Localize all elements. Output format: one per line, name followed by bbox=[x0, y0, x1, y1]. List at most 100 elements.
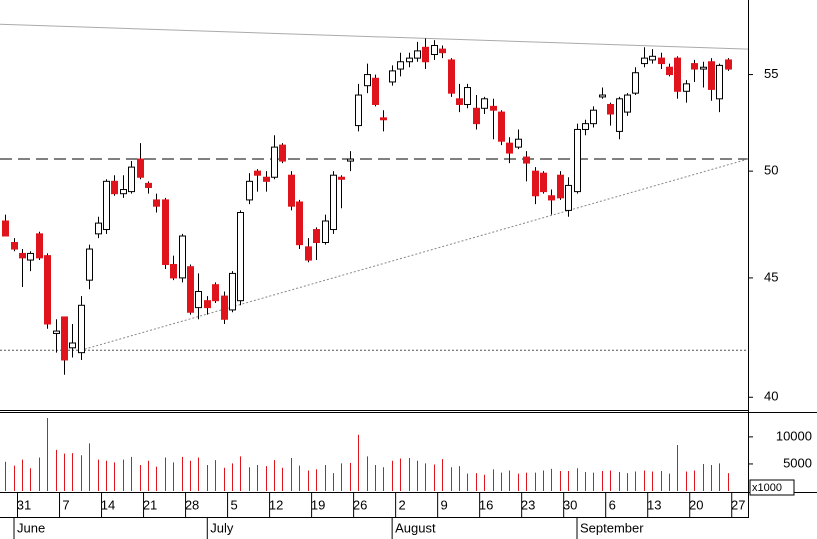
candle-body bbox=[397, 61, 404, 70]
candle-body bbox=[271, 146, 278, 178]
candle-body bbox=[153, 199, 160, 207]
x-tick-label: 5 bbox=[230, 497, 237, 512]
x-tick-label: 9 bbox=[441, 497, 448, 512]
x-tick-label: 23 bbox=[521, 497, 535, 512]
candle-body bbox=[2, 220, 9, 237]
candle-body bbox=[725, 59, 732, 70]
candle-body bbox=[607, 103, 614, 115]
unit-box bbox=[749, 479, 795, 496]
candle-body bbox=[448, 59, 455, 94]
candle-body bbox=[658, 57, 665, 65]
candle-body bbox=[229, 272, 236, 311]
candle-body bbox=[11, 242, 18, 250]
candle-body bbox=[532, 170, 539, 197]
candle-body bbox=[700, 66, 707, 70]
candle-body bbox=[406, 57, 413, 63]
candle-body bbox=[111, 180, 118, 195]
x-tick-label: 16 bbox=[479, 497, 493, 512]
candle-body bbox=[313, 229, 320, 244]
candle-body bbox=[338, 176, 345, 180]
candle-body bbox=[296, 201, 303, 246]
y-tick-label: 55 bbox=[764, 66, 778, 81]
x-tick-label: 21 bbox=[143, 497, 157, 512]
candle-body bbox=[347, 158, 354, 162]
candle-body bbox=[195, 291, 202, 309]
candle-body bbox=[305, 246, 312, 261]
candle-body bbox=[649, 55, 656, 61]
volume-tick-label: 5000 bbox=[783, 455, 812, 470]
x-tick-label: 2 bbox=[399, 497, 406, 512]
candle-body bbox=[599, 94, 606, 98]
x-tick-label: 19 bbox=[311, 497, 325, 512]
candle-body bbox=[330, 174, 337, 231]
candle-body bbox=[27, 252, 34, 261]
x-tick-label: 28 bbox=[185, 497, 199, 512]
candle-body bbox=[322, 220, 329, 244]
y-tick-label: 50 bbox=[764, 163, 778, 178]
month-label: July bbox=[210, 520, 234, 535]
candle-body bbox=[170, 263, 177, 279]
candle-body bbox=[481, 98, 488, 109]
candle-body bbox=[221, 295, 228, 320]
candle-body bbox=[490, 105, 497, 111]
candle-body bbox=[355, 94, 362, 127]
candle-body bbox=[78, 304, 85, 354]
candle-body bbox=[372, 77, 379, 105]
x-tick-label: 12 bbox=[269, 497, 283, 512]
candle-body bbox=[86, 248, 93, 281]
candle-body bbox=[515, 138, 522, 148]
month-label: June bbox=[17, 520, 45, 535]
month-label: September bbox=[580, 520, 644, 535]
candle-body bbox=[380, 117, 387, 121]
candle-body bbox=[582, 123, 589, 130]
candle-body bbox=[95, 222, 102, 235]
volume-unit-label: x1000 bbox=[752, 482, 782, 494]
candle-body bbox=[624, 94, 631, 113]
candle-body bbox=[716, 64, 723, 100]
candle-body bbox=[431, 45, 438, 56]
candle-body bbox=[128, 166, 135, 193]
candle-body bbox=[691, 63, 698, 70]
candle-body bbox=[414, 50, 421, 59]
candle-body bbox=[288, 174, 295, 207]
x-tick-label: 13 bbox=[647, 497, 661, 512]
x-tick-label: 14 bbox=[101, 497, 115, 512]
candle-body bbox=[590, 109, 597, 125]
candle-body bbox=[36, 233, 43, 259]
candle-body bbox=[574, 128, 581, 193]
candle-body bbox=[389, 70, 396, 83]
candle-body bbox=[498, 111, 505, 142]
candle-body bbox=[506, 142, 513, 154]
candle-body bbox=[641, 57, 648, 65]
candle-body bbox=[162, 199, 169, 265]
candle-body bbox=[557, 174, 564, 199]
candle-body bbox=[279, 144, 286, 162]
x-tick-label: 31 bbox=[17, 497, 31, 512]
candle-body bbox=[666, 66, 673, 76]
candle-body bbox=[254, 170, 261, 176]
candle-body bbox=[69, 342, 76, 349]
candle-body bbox=[145, 182, 152, 188]
candle-body bbox=[246, 180, 253, 201]
candle-body bbox=[120, 189, 127, 195]
candle-body bbox=[204, 300, 211, 309]
candle-body bbox=[44, 255, 51, 325]
candle-body bbox=[683, 83, 690, 92]
x-tick-label: 7 bbox=[62, 497, 69, 512]
candle-body bbox=[179, 235, 186, 279]
x-tick-label: 30 bbox=[563, 497, 577, 512]
candle-body bbox=[439, 48, 446, 54]
candle-body bbox=[263, 176, 270, 182]
candle-body bbox=[19, 252, 26, 259]
candle-body bbox=[237, 212, 244, 302]
candle-body bbox=[212, 284, 219, 302]
candle-body bbox=[137, 158, 144, 178]
candle-body bbox=[61, 316, 68, 361]
candle-body bbox=[364, 74, 371, 87]
candle-body bbox=[708, 61, 715, 90]
x-tick-label: 20 bbox=[689, 497, 703, 512]
candle-body bbox=[565, 184, 572, 211]
candle-body bbox=[632, 72, 639, 94]
candle-body bbox=[187, 266, 194, 313]
